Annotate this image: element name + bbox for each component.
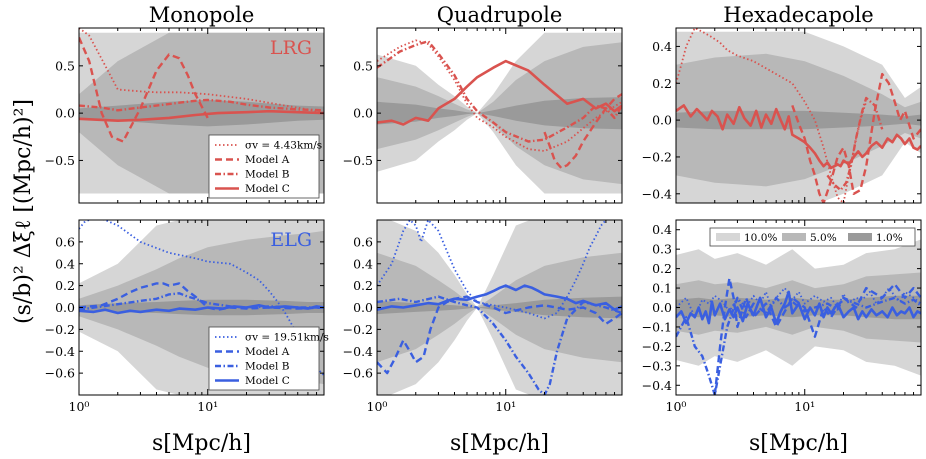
series-model-c xyxy=(79,109,324,122)
band-legend-label: 1.0% xyxy=(876,232,903,244)
series-model-b xyxy=(826,96,884,192)
series-model-a xyxy=(713,277,921,395)
error-band-inner xyxy=(377,97,622,130)
x-tick-label: 10¹ xyxy=(794,399,815,414)
y-tick-label: 0.2 xyxy=(652,261,672,276)
series-model-c xyxy=(676,104,921,170)
y-tick-label: 0.4 xyxy=(652,39,672,54)
panel-lrg-quadrupole: 0.5 0.0 −0.5 xyxy=(343,27,623,204)
band-legend-label: 5.0% xyxy=(810,232,837,244)
y-tick-label: 0.0 xyxy=(55,300,75,315)
legend-label: Model B xyxy=(245,169,290,181)
plot-area xyxy=(676,239,921,395)
y-tick-label: 0.2 xyxy=(652,76,672,91)
band-legend-swatch xyxy=(782,233,806,241)
y-tick-label: −0.6 xyxy=(45,366,75,381)
band-legend-swatch xyxy=(848,233,872,241)
y-tick-label: −0.2 xyxy=(343,322,373,337)
y-tick-label: 0.6 xyxy=(55,234,75,249)
x-tick-label: 10¹ xyxy=(495,399,516,414)
series--v-4-43km-s xyxy=(676,28,868,203)
y-tick-label: 0.5 xyxy=(55,58,75,73)
series-model-c xyxy=(377,59,622,126)
y-tick-label: 0.1 xyxy=(652,281,672,296)
error-band-inner xyxy=(377,296,622,319)
y-tick-label: −0.4 xyxy=(45,344,75,359)
legend-label: Model C xyxy=(245,183,290,195)
y-tick-label: 0.0 xyxy=(353,300,373,315)
y-tick-label: 0.0 xyxy=(652,300,672,315)
series-model-a xyxy=(543,93,622,170)
plot-area xyxy=(377,32,622,194)
series-model-c xyxy=(377,284,622,311)
panel-lrg-hexadecapole: 0.4 0.2 0.0 −0.2 −0.4 xyxy=(642,27,922,204)
y-tick-label: −0.2 xyxy=(45,322,75,337)
y-tick-label: 0.0 xyxy=(652,113,672,128)
series-model-b xyxy=(377,40,622,143)
series-model-b xyxy=(79,98,324,112)
y-tick-label: −0.1 xyxy=(642,319,672,334)
panel-lrg-monopole: 0.5 0.0 −0.5 LRG σv = 4.43km/s Model A Model B… xyxy=(45,27,325,204)
x-axis-label: s[Mpc/h] xyxy=(450,431,549,456)
x-axis-label: s[Mpc/h] xyxy=(749,431,848,456)
y-tick-label: −0.6 xyxy=(343,366,373,381)
y-tick-label: −0.3 xyxy=(642,358,672,373)
y-tick-label: 0.0 xyxy=(55,106,75,121)
y-tick-label: 0.5 xyxy=(353,58,373,73)
x-tick-label: 10⁰ xyxy=(666,399,687,414)
x-tick-label: 10¹ xyxy=(197,399,218,414)
legend-label: Model A xyxy=(245,346,290,358)
legend-label: Model C xyxy=(245,375,290,387)
series-model-a xyxy=(791,72,921,203)
x-tick-label: 10⁰ xyxy=(367,399,388,414)
column-title: Monopole xyxy=(149,3,255,27)
y-tick-label: 0.4 xyxy=(55,256,75,271)
series-model-a xyxy=(79,37,209,143)
panel-elg-hexadecapole: 0.4 0.3 0.2 0.1 0.0 −0.1 −0.2 −0.3 −0.4 10⁰ 10¹ 10.… xyxy=(642,219,922,414)
legend-label: σv = 4.43km/s xyxy=(245,140,322,152)
series--v-19-51km-s xyxy=(79,220,324,376)
x-tick-label: 10⁰ xyxy=(69,399,90,414)
y-tick-label: −0.5 xyxy=(45,153,75,168)
y-tick-label: 0.2 xyxy=(55,278,75,293)
y-tick-label: 0.3 xyxy=(652,242,672,257)
y-tick-label: −0.4 xyxy=(642,378,672,393)
y-tick-label: 0.2 xyxy=(353,278,373,293)
y-tick-label: 0.6 xyxy=(353,234,373,249)
sample-label: ELG xyxy=(270,229,312,251)
plot-area xyxy=(676,28,921,203)
legend-label: Model A xyxy=(245,154,290,166)
series-model-b xyxy=(377,295,622,395)
y-tick-label: 0.0 xyxy=(353,106,373,121)
y-tick-label: −0.2 xyxy=(642,339,672,354)
x-axis-label: s[Mpc/h] xyxy=(152,431,251,456)
series--v-4-43km-s xyxy=(79,28,324,114)
sample-label: LRG xyxy=(270,37,312,59)
column-title: Hexadecapole xyxy=(723,3,874,27)
panel-elg-quadrupole: 0.6 0.4 0.2 0.0 −0.2 −0.4 −0.6 10⁰ 10¹ xyxy=(343,219,623,414)
y-tick-label: −0.4 xyxy=(642,186,672,201)
series--v-4-43km-s xyxy=(377,39,622,152)
column-title: Quadrupole xyxy=(437,3,563,27)
series-model-c xyxy=(676,290,921,325)
panel-elg-monopole: 0.6 0.4 0.2 0.0 −0.2 −0.4 −0.6 10⁰ 10¹ ELG σv = 19… xyxy=(45,219,329,414)
series-model-c xyxy=(79,304,324,315)
band-legend-label: 10.0% xyxy=(744,232,777,244)
band-legend-box xyxy=(709,227,916,247)
y-axis-label: (s/b)² Δξℓ [(Mpc/h)²] xyxy=(11,99,36,324)
y-tick-label: 0.4 xyxy=(353,256,373,271)
series-model-b xyxy=(676,296,921,395)
y-tick-label: −0.2 xyxy=(642,149,672,164)
y-tick-label: −0.5 xyxy=(343,153,373,168)
legend-label: σv = 19.51km/s xyxy=(245,332,329,344)
series-model-a xyxy=(377,295,622,375)
y-tick-label: −0.4 xyxy=(343,344,373,359)
band-legend-swatch xyxy=(716,233,740,241)
y-tick-label: 0.4 xyxy=(652,222,672,237)
plot-area xyxy=(377,220,622,395)
legend-label: Model B xyxy=(245,361,290,373)
